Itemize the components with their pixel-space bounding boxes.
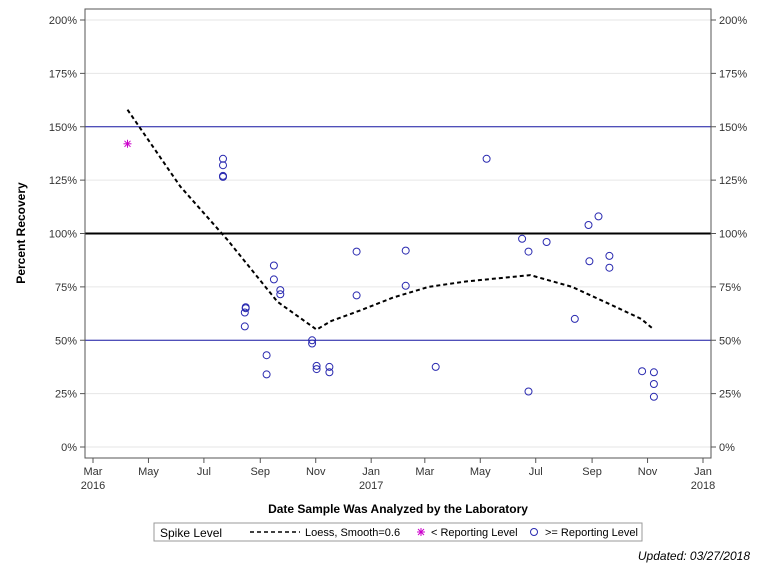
y-axis-label: Percent Recovery xyxy=(14,182,28,284)
y-tick-label-right: 25% xyxy=(719,389,741,401)
circle-point xyxy=(312,365,321,374)
circle-point xyxy=(605,251,614,260)
legend-circle-icon xyxy=(530,528,538,536)
circle-point xyxy=(401,246,410,255)
circle-point xyxy=(584,221,593,229)
y-tick-label-left: 150% xyxy=(49,122,77,134)
x-tick-label: Sep xyxy=(250,466,270,478)
y-tick-label-right: 75% xyxy=(719,282,741,294)
x-tick-label: Mar xyxy=(415,466,434,478)
y-tick-label-left: 100% xyxy=(49,229,77,241)
circle-point xyxy=(262,351,271,360)
circle-point xyxy=(325,362,334,371)
legend-box xyxy=(153,522,643,542)
circle-point xyxy=(325,368,334,377)
legend: Spike Level Loess, Smooth=0.6 < Reportin… xyxy=(153,522,643,542)
circle-point xyxy=(262,370,271,379)
circle-point xyxy=(240,308,249,317)
x-tick-label: Jul xyxy=(197,466,211,478)
circle-point xyxy=(240,322,249,331)
circle-point xyxy=(269,261,278,270)
circle-point xyxy=(401,281,410,290)
x-axis-label: Date Sample Was Analyzed by the Laborato… xyxy=(268,502,528,516)
y-tick-label-left: 0% xyxy=(61,442,77,454)
y-tick-label-right: 50% xyxy=(719,335,741,347)
circle-point xyxy=(219,161,227,170)
y-tick-label-right: 125% xyxy=(719,175,747,187)
circle-point xyxy=(312,361,321,370)
circle-point xyxy=(518,234,527,243)
circle-point xyxy=(605,263,614,272)
x-tick-label: May xyxy=(470,466,491,478)
circle-point xyxy=(542,238,551,246)
star-point xyxy=(123,139,132,148)
legend-above-label: >= Reporting Level xyxy=(545,527,638,539)
loess-curve xyxy=(126,109,655,331)
circle-point xyxy=(649,368,658,377)
y-tick-label-right: 100% xyxy=(719,229,747,241)
updated-footnote: Updated: 03/27/2018 xyxy=(637,549,750,563)
reference-lines xyxy=(85,126,711,341)
circle-point xyxy=(269,275,278,284)
circle-point xyxy=(585,257,594,266)
y-tick-label-right: 175% xyxy=(719,68,747,80)
circle-point xyxy=(219,172,227,181)
legend-title: Spike Level xyxy=(160,526,222,540)
y-tick-label-left: 25% xyxy=(55,389,77,401)
x-tick-label: Jan xyxy=(362,466,380,478)
y-tick-label-left: 175% xyxy=(49,68,77,80)
circle-point xyxy=(352,247,361,256)
x-tick-label: Nov xyxy=(306,466,326,478)
circle-point xyxy=(308,339,317,348)
x-tick-label: Nov xyxy=(638,466,658,478)
x-tick-label: Sep xyxy=(582,466,602,478)
x-tick-year-label: 2018 xyxy=(691,480,715,492)
data-points xyxy=(123,139,658,401)
circle-point xyxy=(524,387,533,396)
circle-point xyxy=(276,286,285,295)
circle-point xyxy=(431,362,440,371)
legend-star-icon xyxy=(417,528,425,536)
loess-line xyxy=(126,109,655,331)
circle-point xyxy=(594,212,603,221)
circle-point xyxy=(352,291,361,300)
circle-point xyxy=(649,380,658,388)
x-tick-label: Jul xyxy=(529,466,543,478)
circle-point xyxy=(308,336,317,345)
y-tick-label-left: 125% xyxy=(49,175,77,187)
x-tick-year-label: 2016 xyxy=(81,480,105,492)
circle-point xyxy=(241,304,250,313)
circle-point xyxy=(649,392,658,401)
legend-loess-label: Loess, Smooth=0.6 xyxy=(305,527,400,539)
circle-point xyxy=(638,367,647,376)
x-tick-year-label: 2017 xyxy=(359,480,383,492)
y-tick-label-left: 75% xyxy=(55,282,77,294)
axes: 0% 0% 25% 25% 50% 50% 75% 75% 100% 100% 125% 125% 15… xyxy=(49,15,747,492)
y-tick-label-left: 200% xyxy=(49,15,77,27)
circle-point xyxy=(570,314,579,323)
circle-point xyxy=(276,290,285,299)
circle-point xyxy=(219,154,227,163)
y-tick-label-left: 50% xyxy=(55,335,77,347)
x-tick-label: Mar xyxy=(84,466,103,478)
circle-point xyxy=(524,247,533,256)
x-tick-label: May xyxy=(138,466,159,478)
x-tick-label: Jan xyxy=(694,466,712,478)
y-tick-label-right: 150% xyxy=(719,122,747,134)
circle-point xyxy=(482,154,491,163)
y-tick-label-right: 200% xyxy=(719,15,747,27)
y-tick-label-right: 0% xyxy=(719,442,735,454)
legend-below-label: < Reporting Level xyxy=(431,527,518,539)
